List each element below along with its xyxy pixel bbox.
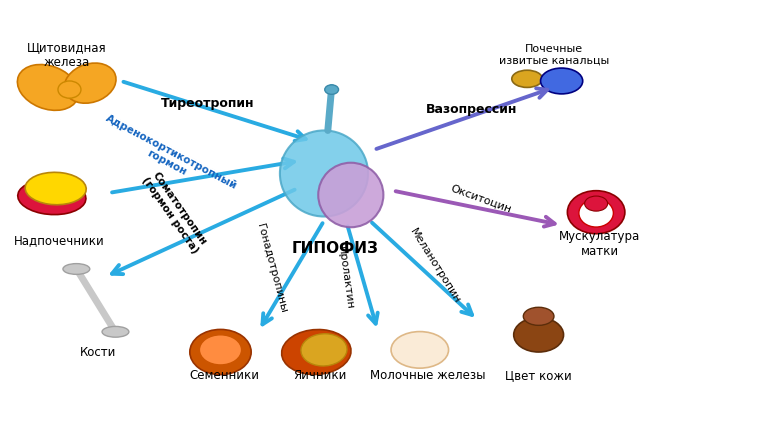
Text: Надпочечники: Надпочечники bbox=[14, 234, 105, 247]
Ellipse shape bbox=[18, 65, 79, 110]
Ellipse shape bbox=[63, 264, 90, 275]
Ellipse shape bbox=[391, 332, 449, 368]
Ellipse shape bbox=[325, 85, 339, 94]
Text: Соматотропин
(гормон роста): Соматотропин (гормон роста) bbox=[139, 169, 209, 255]
Ellipse shape bbox=[524, 307, 554, 325]
Text: Мускулатура
матки: Мускулатура матки bbox=[559, 230, 641, 259]
Text: Щитовидная
железа: Щитовидная железа bbox=[28, 41, 107, 69]
Ellipse shape bbox=[318, 163, 383, 227]
Ellipse shape bbox=[25, 172, 86, 205]
Text: Семенники: Семенники bbox=[189, 369, 259, 382]
Text: Вазопрессин: Вазопрессин bbox=[426, 103, 517, 116]
Text: Окситоцин: Окситоцин bbox=[450, 183, 513, 214]
Ellipse shape bbox=[584, 196, 608, 211]
Text: Адренокортикотропный
гормон: Адренокортикотропный гормон bbox=[99, 113, 239, 201]
Text: Гонадотропины: Гонадотропины bbox=[255, 223, 289, 315]
Ellipse shape bbox=[301, 334, 347, 366]
Text: Тиреотропин: Тиреотропин bbox=[161, 97, 254, 110]
Ellipse shape bbox=[58, 81, 81, 98]
Text: Молочные железы: Молочные железы bbox=[370, 369, 485, 382]
Text: ГИПОФИЗ: ГИПОФИЗ bbox=[292, 241, 379, 256]
Ellipse shape bbox=[199, 335, 242, 365]
Ellipse shape bbox=[65, 63, 116, 103]
Ellipse shape bbox=[280, 130, 368, 216]
Ellipse shape bbox=[579, 199, 614, 227]
Text: Цвет кожи: Цвет кожи bbox=[505, 369, 572, 382]
Ellipse shape bbox=[541, 68, 583, 94]
Ellipse shape bbox=[190, 330, 251, 375]
Ellipse shape bbox=[18, 180, 86, 215]
Text: Меланотропин: Меланотропин bbox=[408, 226, 462, 305]
Text: Яичники: Яичники bbox=[293, 369, 346, 382]
Ellipse shape bbox=[567, 191, 625, 234]
Ellipse shape bbox=[282, 330, 351, 375]
Ellipse shape bbox=[514, 317, 564, 352]
Ellipse shape bbox=[102, 326, 129, 337]
Text: Пролактин: Пролактин bbox=[336, 245, 355, 310]
Ellipse shape bbox=[512, 70, 542, 87]
Text: Кости: Кости bbox=[79, 346, 116, 359]
Text: Почечные
извитые канальцы: Почечные извитые канальцы bbox=[499, 44, 609, 66]
